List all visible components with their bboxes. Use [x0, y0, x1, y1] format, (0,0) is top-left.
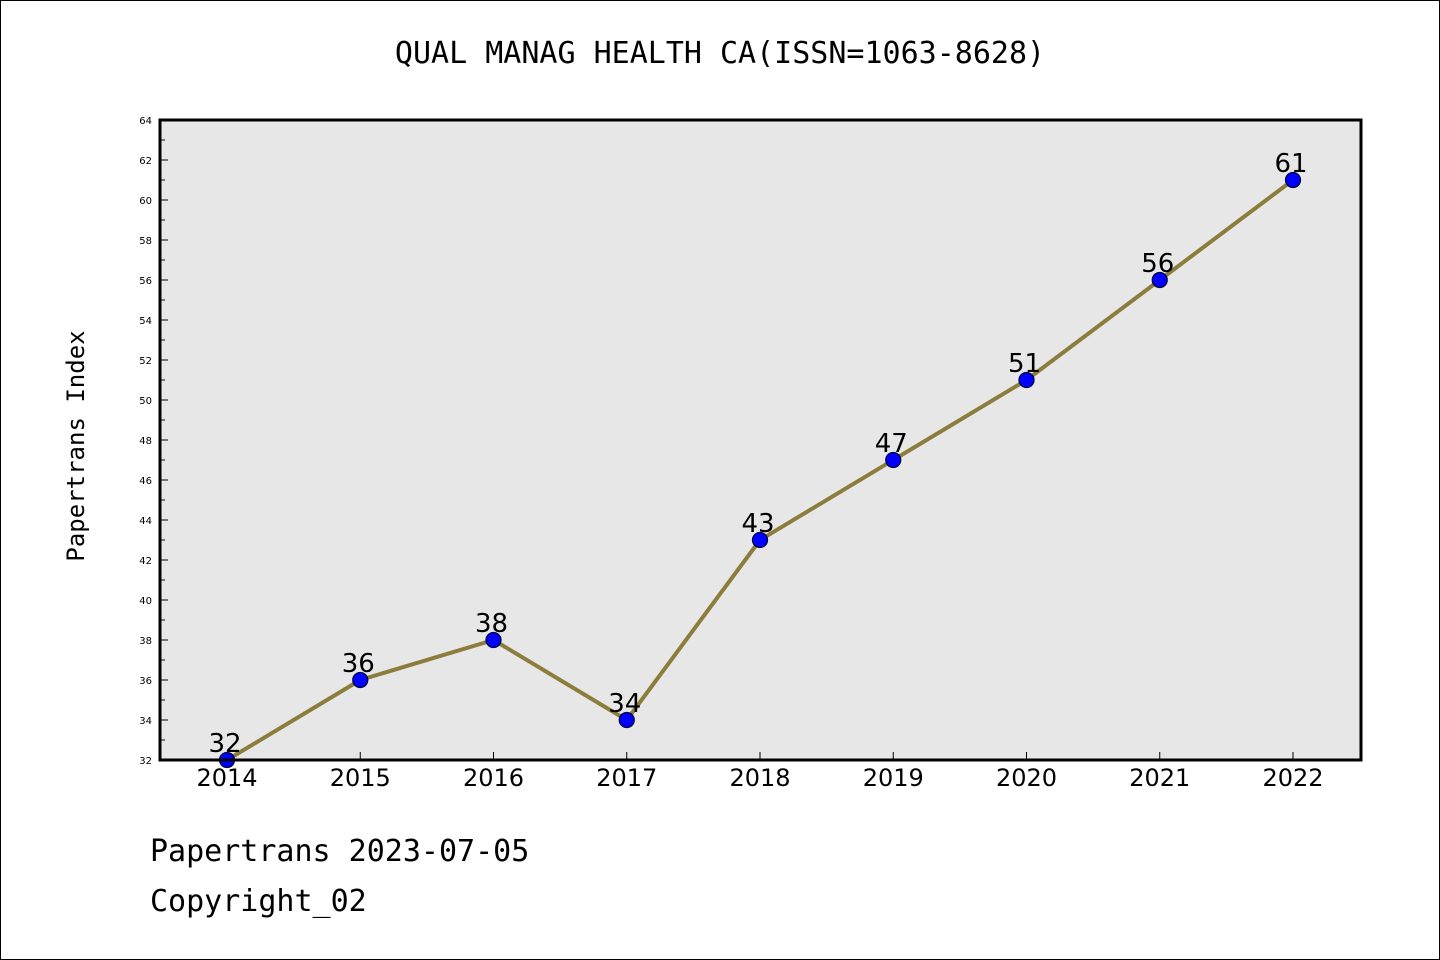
data-point: [1151, 271, 1168, 289]
data-label: 38: [475, 609, 508, 639]
y-axis: 32 34 36 38 40 42 44 46 48 50 52 54 56 58 60 62 64: [139, 116, 168, 767]
data-label: 51: [1008, 349, 1041, 379]
y-tick-label: 52: [139, 356, 152, 367]
data-label: 56: [1141, 249, 1174, 279]
y-tick-label: 58: [139, 236, 152, 247]
x-tick-label: 2022: [1262, 764, 1323, 792]
x-tick-label: 2014: [196, 764, 257, 792]
x-tick-label: 2021: [1129, 764, 1190, 792]
x-axis: 2014 2015 2016 2017 2018 2019 2020 2021 2022: [196, 752, 1324, 792]
y-tick-label: 36: [139, 676, 152, 687]
chart-title: QUAL MANAG HEALTH CA(ISSN=1063-8628): [394, 36, 1046, 71]
y-tick-label: 60: [139, 196, 152, 207]
plot-border: [158, 118, 1363, 762]
y-tick-label: 48: [139, 436, 152, 447]
y-tick-label: 42: [139, 556, 152, 567]
x-tick-label: 2018: [729, 764, 790, 792]
y-tick-label: 34: [139, 716, 152, 727]
data-label: 47: [875, 429, 908, 459]
y-tick-label: 54: [139, 316, 152, 327]
y-tick-label: 32: [139, 756, 152, 767]
data-point: [618, 711, 635, 729]
data-labels: 32 36 38 34 43 47 51 56 61: [208, 149, 1307, 759]
y-tick-label: 62: [139, 156, 152, 167]
data-point: [1284, 171, 1302, 189]
series-markers: [218, 171, 1302, 769]
x-tick-label: 2019: [863, 764, 924, 792]
y-tick-label: 56: [139, 276, 152, 287]
data-point: [485, 631, 502, 649]
data-label: 43: [741, 509, 774, 539]
data-point: [751, 531, 769, 549]
x-tick-label: 2020: [996, 764, 1057, 792]
x-tick-label: 2016: [463, 764, 524, 792]
plot-area: [160, 120, 1361, 760]
x-tick-label: 2017: [596, 764, 657, 792]
y-tick-label: 46: [139, 476, 152, 487]
x-tick-label: 2015: [330, 764, 391, 792]
data-label: 34: [608, 689, 641, 719]
data-label: 32: [208, 729, 241, 759]
y-tick-label: 64: [139, 116, 152, 127]
data-point: [1018, 371, 1035, 389]
y-tick-label: 38: [139, 636, 152, 647]
y-tick-label: 40: [139, 596, 152, 607]
y-tick-label: 50: [139, 396, 152, 407]
data-point: [885, 451, 902, 469]
footer-date: Papertrans 2023-07-05: [150, 834, 530, 869]
data-point: [352, 671, 369, 689]
y-tick-label: 44: [139, 516, 152, 527]
footer-copyright: Copyright_02: [150, 884, 367, 919]
data-label: 36: [342, 649, 375, 679]
data-label: 61: [1274, 149, 1307, 179]
